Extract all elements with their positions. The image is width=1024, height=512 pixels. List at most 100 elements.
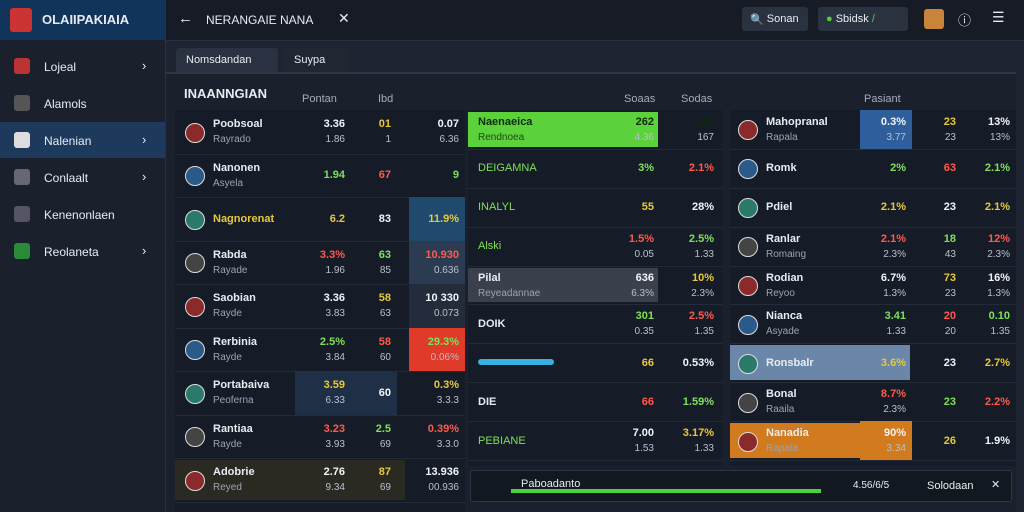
table-row[interactable]: Alski 1.5% 0.05 2.5% 1.33 [468, 227, 722, 267]
name: Nanonen [213, 161, 261, 174]
table-row[interactable]: 66 0.53% [468, 343, 722, 384]
logo-icon [10, 8, 32, 32]
table-row[interactable]: DOIK 301 0.35 2.5% 1.35 [468, 305, 722, 345]
table-row[interactable]: Poobsoal Rayrado 3.36 1.86 01 1 0.07 6.36 [175, 110, 465, 155]
cell-sub: 69 [379, 438, 391, 450]
cell-sub: 60 [379, 351, 391, 363]
name: Ranlar [766, 232, 801, 245]
name: Poobsoal [213, 118, 263, 131]
table-row[interactable]: Rabda Rayade 3.3% 1.96 63 85 10.930 0.636 [175, 240, 465, 285]
name: Pilal [478, 271, 501, 284]
nav-item[interactable]: Alamols [0, 85, 165, 121]
subtext: Reyoo [766, 287, 795, 299]
cell-value: 3.6% [880, 356, 906, 369]
row-name: Bonal Raaila [766, 382, 797, 421]
cell-value: 2.76 [323, 466, 345, 479]
search[interactable]: 🔍 Sonan [742, 7, 808, 31]
sidebar: OLAIIPAKIAIA Lojeal › Alamols Nalenian › Conl… [0, 0, 166, 512]
column-header: Sodas [681, 93, 713, 105]
cell-value: 0.53% [682, 356, 714, 369]
page-title: NERANGAIE NANA [206, 13, 314, 27]
cell-sub: 3.3.3 [436, 395, 459, 407]
table-row[interactable]: Naenaeica Rendnoea 262 4.36 133 167 [468, 110, 722, 150]
cell: 83 [351, 197, 397, 241]
status[interactable]: ● Sbidsk / [818, 7, 908, 31]
table-row[interactable]: Adobrie Reyed 2.76 9.34 87 69 13.936 00.936 [175, 458, 465, 503]
nav-item[interactable]: Nalenian › [0, 122, 165, 158]
menu[interactable]: ☰ [992, 9, 1005, 25]
close[interactable]: ✕ [991, 479, 1001, 491]
table-row[interactable]: Pilal Reyeadannae 636 6.3% 10% 2.3% [468, 266, 722, 306]
subtext: Reyed [213, 482, 242, 494]
nav-item[interactable]: Conlaalt › [0, 159, 165, 195]
cell-sub: 0.35 [634, 326, 654, 338]
nav-icon [14, 169, 30, 185]
name: Naenaeica [478, 115, 533, 128]
subtext: Asyade [766, 326, 800, 338]
table-row[interactable]: DEIGAMNA 3% 2.1% [468, 149, 722, 189]
cell: 2.5 69 [351, 415, 397, 459]
table-row[interactable]: Nianca Asyade 3.41 1.33 20 20 0.10 1.35 [730, 305, 1016, 345]
topbar: ← NERANGAIE NANA ✕ 🔍 Sonan ● Sbidsk / ⓘ … [166, 0, 1024, 41]
cell: 0.07 6.36 [409, 110, 465, 154]
back[interactable]: ← [178, 10, 193, 27]
cell-value: 3.59 [323, 379, 345, 392]
name: Saobian [213, 292, 256, 305]
table-row[interactable]: PEBIANE 7.00 1.53 3.17% 1.33 [468, 421, 722, 462]
name: PEBIANE [478, 434, 526, 447]
info[interactable]: ⓘ [958, 13, 972, 28]
table-row[interactable]: Rerbinia Rayde 2.5% 3.84 58 60 29.3% 0.06% [175, 327, 465, 372]
table-row[interactable]: Pdiel 2.1% 23 2.1% [730, 188, 1016, 228]
table-row[interactable]: Ronsbalr 3.6% 23 2.7% [730, 343, 1016, 384]
table-row[interactable]: Saobian Rayde 3.36 3.83 58 63 10 330 0.073 [175, 284, 465, 329]
cell: 3.59 6.33 [295, 371, 351, 415]
table-row[interactable]: Mahopranal Rapala 0.3% 3.77 23 23 13% 13% [730, 110, 1016, 150]
team-icon [738, 353, 758, 374]
tool-icon[interactable]: ✕ [338, 10, 350, 26]
row-name: Nianca Asyade [766, 305, 802, 344]
status-label: Sbidsk [835, 13, 869, 25]
cell-sub: 167 [697, 131, 714, 143]
cell-sub: 1.3% [883, 287, 906, 299]
cell-value: 11.9% [428, 212, 459, 225]
table-row[interactable]: Nanonen Asyela 1.94 67 9 [175, 154, 465, 198]
table-row[interactable]: Portabaiva Peoferna 3.59 6.33 60 0.3% 3.3.3 [175, 371, 465, 416]
row-name: Romk [766, 149, 797, 188]
table-row[interactable]: Rodian Reyoo 6.7% 1.3% 73 23 16% 1.3% [730, 266, 1016, 306]
table-row[interactable]: Nagnorenat 6.2 83 11.9% [175, 197, 465, 242]
cell-sub: 3.84 [325, 351, 345, 363]
table-row[interactable]: INALYL 55 28% [468, 188, 722, 228]
cell-value: 0.10 [988, 310, 1010, 323]
footer-action[interactable]: Solodaan [927, 480, 974, 492]
cell-value: 16% [987, 271, 1010, 284]
cell-sub: 3.93 [325, 438, 345, 450]
cell: 6.7% 1.3% [860, 266, 912, 305]
cell: 87 69 [351, 458, 397, 502]
nav-item[interactable]: Reolaneta › [0, 233, 165, 269]
logo[interactable]: OLAIIPAKIAIA [0, 0, 165, 40]
row-name: DOIK [478, 305, 506, 344]
cell: 7.00 1.53 [598, 421, 660, 460]
cell: 26 [912, 421, 962, 460]
cell-sub: 63 [379, 308, 391, 320]
nav-item[interactable]: Kenenonlaen [0, 196, 165, 232]
table-row[interactable]: Nanadia Rapala 90% 3.34 26 1.9% [730, 421, 1016, 462]
nav-item[interactable]: Lojeal › [0, 48, 165, 84]
table-row[interactable]: Bonal Raaila 8.7% 2.3% 23 2.2% [730, 382, 1016, 423]
name: Portabaiva [213, 379, 270, 392]
table-row[interactable]: Ranlar Romaing 2.1% 2.3% 18 43 12% 2.3% [730, 227, 1016, 267]
avatar[interactable] [924, 9, 944, 29]
tab[interactable]: Nomsdandan [176, 48, 278, 72]
subtext: Rendnoea [478, 131, 525, 143]
cell-sub: 4.36 [634, 131, 654, 143]
name: DIE [478, 395, 497, 408]
table-row[interactable]: DIE 66 1.59% [468, 382, 722, 423]
table-row[interactable]: Romk 2% 63 2.1% [730, 149, 1016, 189]
cell: 63 [912, 149, 962, 188]
table-row[interactable]: Rantiaa Rayde 3.23 3.93 2.5 69 0.39% 3.3.0 [175, 415, 465, 459]
cell: 636 6.3% [598, 266, 660, 305]
cell-value: 2.5 [375, 422, 391, 435]
tab[interactable]: Suypa [284, 48, 348, 72]
row-name: Rodian Reyoo [766, 266, 803, 305]
row-highlight [175, 460, 405, 500]
